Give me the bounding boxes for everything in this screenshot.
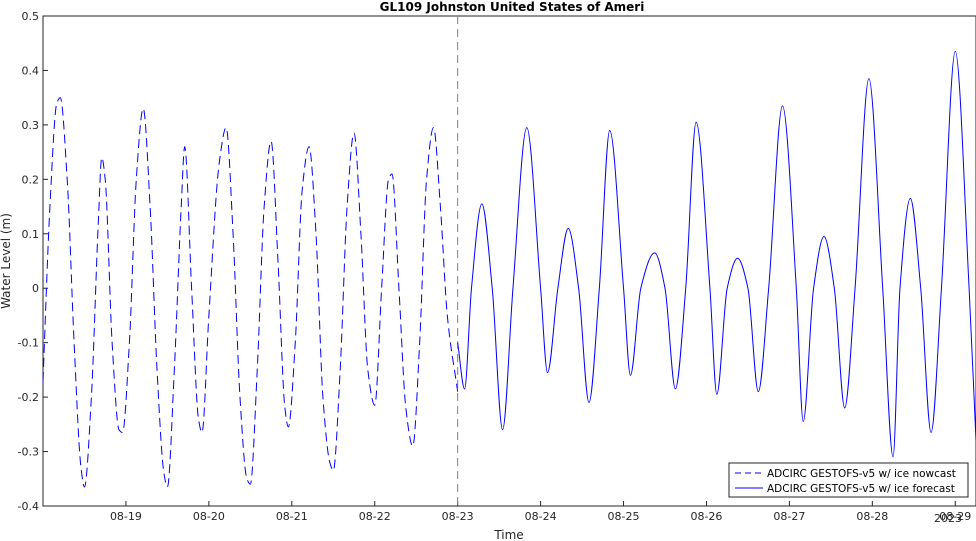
y-axis-label: Water Level (m) (0, 213, 13, 309)
legend-box (728, 462, 969, 498)
chart-title: GL109 Johnston United States of Ameri (380, 0, 645, 14)
forecast-series-line (457, 50, 976, 458)
x-tick-label: 08-27 (773, 510, 805, 523)
y-tick-label: 0.1 (22, 228, 40, 241)
x-tick-label: 08-19 (110, 510, 142, 523)
x-tick-label: 08-20 (193, 510, 225, 523)
y-tick-label: -0.1 (18, 337, 39, 350)
series-layer (42, 50, 976, 488)
x-axis-label: Time (493, 528, 523, 541)
plot-area: -0.4-0.3-0.2-0.100.10.20.30.40.5 08-19 08… (18, 10, 976, 523)
y-axis: -0.4 -0.3 -0.2 -0.1 0 0.1 0.2 0.3 0.4 0.5 (18, 10, 48, 513)
x-tick-label: 08-25 (608, 510, 640, 523)
x-tick-label: 08-22 (359, 510, 391, 523)
y-tick-label: -0.3 (18, 446, 39, 459)
plot-frame (42, 15, 976, 507)
x-tick-label: 08-28 (856, 510, 888, 523)
x-tick-label: 08-24 (525, 510, 557, 523)
y-tick-label: 0.3 (22, 119, 40, 132)
x-tick-label: 08-21 (276, 510, 308, 523)
y-tick-label: 0.5 (22, 10, 40, 23)
y-tick-label: 0.2 (22, 173, 40, 186)
x-axis: 08-19 08-20 08-21 08-22 08-23 08-24 08-25 08-26… (110, 501, 971, 523)
x-axis-year-label: 2023 (934, 512, 962, 525)
legend-label-forecast: ADCIRC GESTOFS-v5 w/ ice forecast (767, 483, 955, 495)
y-tick-label: 0.4 (22, 64, 40, 77)
y-tick-label: 0 (32, 282, 39, 295)
x-tick-label: 08-29 (939, 510, 971, 523)
legend: ADCIRC GESTOFS-v5 w/ ice nowcast ADCIRC … (728, 462, 969, 498)
x-tick-label: 08-23 (442, 510, 474, 523)
y-tick-label: -0.2 (18, 391, 39, 404)
nowcast-series-line (42, 97, 459, 488)
y-tick-label: -0.4 (18, 500, 39, 513)
x-tick-label: 08-26 (690, 510, 722, 523)
legend-label-nowcast: ADCIRC GESTOFS-v5 w/ ice nowcast (767, 468, 956, 480)
